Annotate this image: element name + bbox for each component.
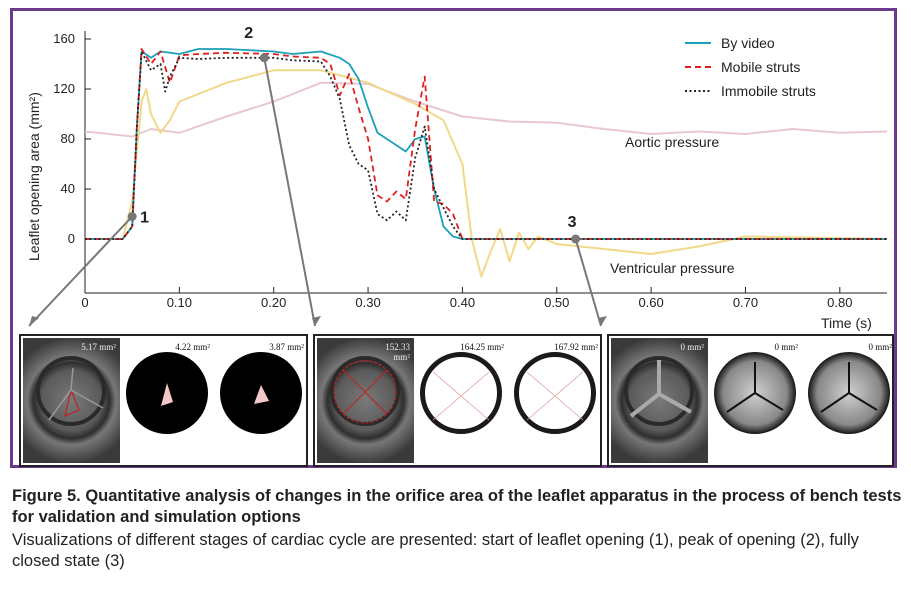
leaflet-outline (333, 360, 397, 424)
sim-orifice (820, 362, 878, 413)
sim-disk (420, 352, 502, 434)
panel-stage-3: 0 mm² 0 mm² 0 mm² (607, 334, 894, 467)
x-tick-label: 0.30 (355, 295, 380, 310)
sim-orifice (432, 371, 490, 421)
sim-cell: 3.87 mm² (211, 338, 308, 463)
valve-ring (36, 356, 106, 426)
marker-label: 2 (244, 25, 253, 42)
valve-ring (624, 356, 694, 426)
caption-title: Figure 5. Quantitative analysis of chang… (12, 487, 902, 526)
series-line-aortic-pressure (84, 81, 888, 138)
sim-orifice (254, 385, 269, 404)
y-tick-label: 0 (68, 231, 75, 246)
x-tick-label: 0.60 (638, 295, 663, 310)
marker-dot (127, 212, 137, 221)
figure-frame: 0 0.10 0.20 0.30 0.40 0.50 0.60 0.70 0.80 0 40 80 12… (10, 8, 897, 468)
legend-entry: Immobile struts (721, 83, 816, 99)
legend-entry: Mobile struts (721, 59, 800, 75)
markers-layer: 1 2 3 (28, 25, 607, 327)
series-layer (84, 48, 888, 278)
area-label: 167.92 mm² (554, 342, 598, 352)
marker-leader-line (28, 215, 133, 327)
series-line-by-video (85, 48, 887, 240)
sim-cell: 167.92 mm² (505, 338, 602, 463)
marker-label: 1 (140, 210, 149, 227)
marker-label: 3 (568, 214, 577, 231)
marker-arrowhead (598, 316, 607, 326)
sim-cell: 0 mm² (799, 338, 896, 463)
series-line-immobile-struts (85, 50, 887, 240)
annotation-ventricular-pressure: Ventricular pressure (610, 260, 735, 276)
y-tick-label: 160 (53, 31, 75, 46)
leaflet-outline (48, 367, 104, 421)
y-axis-label: Leaflet opening area (mm²) (26, 92, 42, 261)
y-tick-label: 120 (53, 81, 75, 96)
y-tick-label: 80 (61, 131, 75, 146)
area-label: 164.25 mm² (460, 342, 504, 352)
area-label: 0 mm² (680, 342, 704, 352)
panel-stage-1: 5.17 mm² 4.22 mm² 3.87 mm² (19, 334, 308, 467)
valve-ring (330, 356, 400, 426)
x-tick-label: 0.70 (733, 295, 758, 310)
sim-cell: 164.25 mm² (411, 338, 508, 463)
series-line-mobile-struts (85, 48, 887, 240)
photo-cell: 152.33 mm² (317, 338, 414, 463)
area-label: 5.17 mm² (81, 342, 116, 352)
x-tick-label: 0.80 (827, 295, 852, 310)
legend-entry: By video (721, 35, 775, 51)
photo-cell: 0 mm² (611, 338, 708, 463)
x-tick-label: 0.20 (261, 295, 286, 310)
legend: By video Mobile struts Immobile struts (685, 35, 816, 99)
marker-leader-line (574, 238, 602, 327)
area-label: 4.22 mm² (175, 342, 210, 352)
chart-axes: 0 0.10 0.20 0.30 0.40 0.50 0.60 0.70 0.80 0 40 80 12… (53, 31, 887, 310)
marker-arrowhead (29, 316, 39, 326)
caption-body: Visualizations of different stages of ca… (12, 531, 859, 570)
marker-leader-line (263, 57, 316, 327)
area-label: 3.87 mm² (269, 342, 304, 352)
sim-cell: 4.22 mm² (117, 338, 214, 463)
figure-caption: Figure 5. Quantitative analysis of chang… (12, 486, 904, 572)
x-tick-label: 0.10 (167, 295, 192, 310)
chart-svg: 0 0.10 0.20 0.30 0.40 0.50 0.60 0.70 0.800408012… (26, 25, 888, 331)
sim-disk (514, 352, 596, 434)
sim-orifice (526, 371, 584, 421)
x-tick-label: 0.50 (544, 295, 569, 310)
marker-dot (259, 53, 269, 63)
marker-arrowhead (312, 316, 321, 326)
panel-stage-2: 152.33 mm² 164.25 mm² 167.92 mm² (313, 334, 602, 467)
sim-orifice (726, 362, 784, 413)
area-label: 0 mm² (868, 342, 892, 352)
photo-cell: 5.17 mm² (23, 338, 120, 463)
leaflet-outline (629, 360, 692, 418)
x-axis-label: Time (s) (821, 315, 872, 331)
annotation-aortic-pressure: Aortic pressure (625, 134, 719, 150)
series-line-ventricular-pressure (85, 69, 888, 278)
marker-dot (571, 234, 581, 244)
sim-orifice (161, 383, 173, 406)
x-tick-label: 0 (81, 295, 88, 310)
y-tick-label: 40 (61, 181, 75, 196)
area-label: 152.33 mm² (385, 342, 410, 362)
sim-cell: 0 mm² (705, 338, 802, 463)
area-label: 0 mm² (774, 342, 798, 352)
x-tick-label: 0.40 (450, 295, 475, 310)
